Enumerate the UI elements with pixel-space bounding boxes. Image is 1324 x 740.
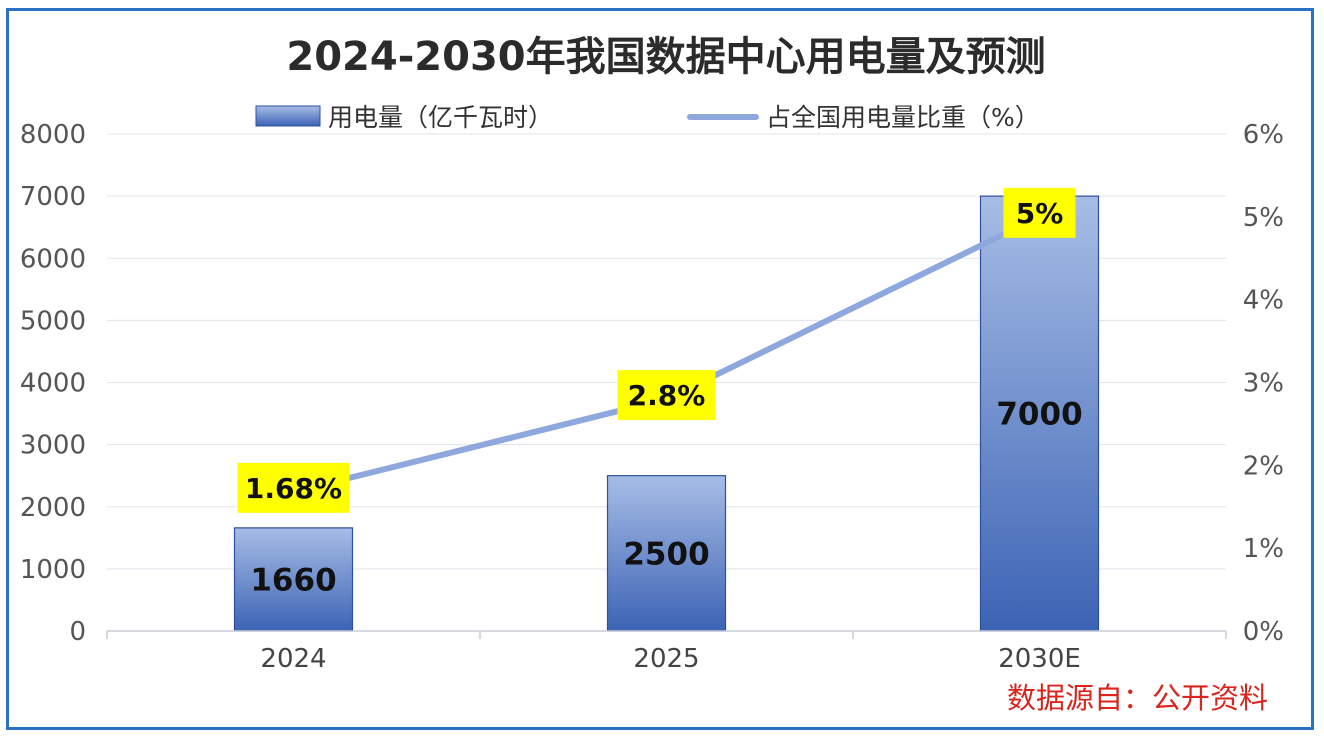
y-left-tick-label: 3000 [20,431,86,461]
legend-line-label: 占全国用电量比重（%） [766,103,1040,132]
bar [606,475,727,632]
y-left-tick-label: 5000 [20,306,86,336]
line-label-box [237,462,350,513]
y-right-tick-label: 1% [1243,534,1284,564]
line-label-box [1003,187,1076,238]
source-note: 数据源自：公开资料 [1007,681,1268,715]
bar-value-label: 1660 [250,562,336,598]
y-right-tick-label: 5% [1243,203,1284,233]
x-tick-label: 2025 [633,644,699,674]
chart-title: 2024-2030年我国数据中心用电量及预测 [286,34,1045,80]
legend: 用电量（亿千瓦时） 占全国用电量比重（%） [255,103,1040,132]
y-left-tick-label: 7000 [20,182,86,212]
y-left-tick-label: 1000 [20,555,86,585]
y-left-tick-label: 0 [69,617,86,647]
y-left-tick-label: 4000 [20,369,86,399]
legend-bar-label: 用电量（亿千瓦时） [328,103,553,132]
line-series: 1.68% 2.8% 5% [237,187,1076,513]
y-left-tick-label: 6000 [20,244,86,274]
bar-value-label: 2500 [623,536,709,572]
line-label-box [617,370,716,421]
y-left-tick-label: 8000 [20,120,86,150]
bar-value-label: 7000 [996,397,1082,433]
y-right-tick-label: 3% [1243,369,1284,399]
x-tick-label: 2024 [260,644,326,674]
line-value-label: 1.68% [245,472,342,505]
y-right-tick-label: 6% [1243,120,1284,150]
bar-series: 1660 2500 7000 [233,195,1100,632]
y-right-tick-label: 2% [1243,451,1284,481]
x-tick-label: 2030E [998,644,1081,674]
y-right-tick-label: 4% [1243,286,1284,316]
legend-bar-swatch [255,105,321,127]
line-value-label: 2.8% [628,379,706,412]
y-left-tick-label: 2000 [20,493,86,523]
y-axis-left: 0 1000 2000 3000 4000 5000 6000 7000 8000 [20,120,86,647]
x-axis: 2024 2025 2030E [106,630,1227,674]
y-right-tick-label: 0% [1243,617,1284,647]
line-value-label: 5% [1016,197,1064,230]
bar [979,195,1100,632]
y-axis-right: 0% 1% 2% 3% 4% 5% 6% [1243,120,1284,647]
